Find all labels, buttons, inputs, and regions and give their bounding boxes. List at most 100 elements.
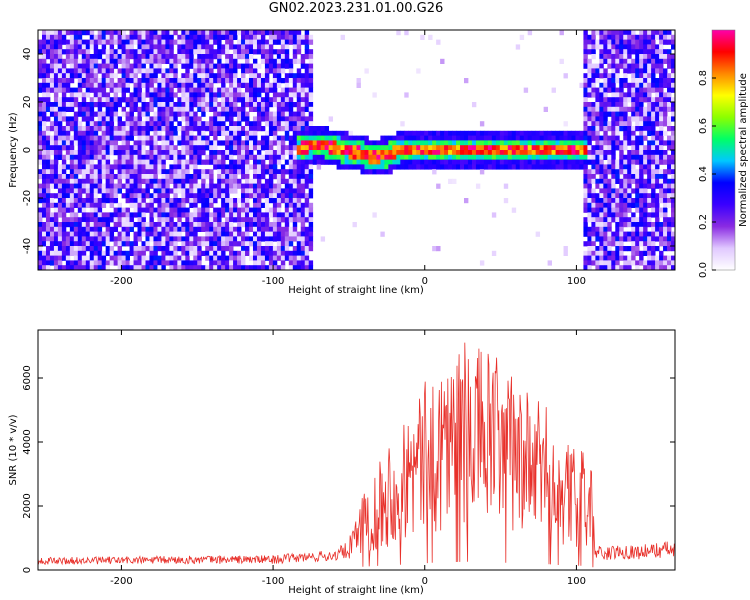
heatmap-cell [487, 164, 493, 170]
heatmap-cell [300, 34, 306, 40]
heatmap-cell [667, 135, 672, 141]
heatmap-cell [109, 111, 115, 117]
heatmap-cell [41, 106, 47, 112]
heatmap-cell [229, 130, 234, 136]
heatmap-cell [181, 44, 186, 50]
heatmap-cell [635, 121, 640, 127]
heatmap-cell [340, 130, 345, 136]
heatmap-cell [137, 188, 142, 194]
heatmap-cell [209, 92, 214, 98]
heatmap-cell [611, 236, 616, 242]
heatmap-cell [145, 140, 150, 146]
heatmap-cell [73, 111, 79, 117]
heatmap-cell [53, 106, 59, 112]
heatmap-cell [77, 226, 83, 232]
heatmap-cell [225, 231, 230, 237]
heatmap-cell [256, 82, 262, 88]
heatmap-cell [125, 130, 130, 136]
heatmap-cell [185, 231, 190, 237]
heatmap-cell [268, 236, 274, 242]
heatmap-cell [89, 217, 95, 223]
heatmap-cell [89, 246, 95, 252]
heatmap-cell [272, 174, 278, 180]
heatmap-cell [491, 135, 497, 141]
heatmap-cell [77, 159, 83, 165]
heatmap-cell [300, 135, 306, 141]
heatmap-cell [137, 49, 142, 55]
heatmap-cell [81, 68, 87, 74]
heatmap-cell [229, 82, 234, 88]
heatmap-cell [205, 97, 210, 103]
heatmap-cell [627, 260, 632, 266]
heatmap-cell [523, 159, 529, 165]
heatmap-cell [97, 260, 103, 266]
heatmap-cell [189, 231, 194, 237]
heatmap-cell [503, 198, 509, 204]
heatmap-cell [396, 159, 401, 165]
heatmap-cell [153, 63, 158, 69]
heatmap-cell [185, 174, 190, 180]
heatmap-cell [121, 207, 126, 213]
heatmap-cell [583, 92, 588, 98]
heatmap-cell [619, 154, 624, 160]
heatmap-cell [141, 111, 146, 117]
heatmap-cell [217, 241, 222, 247]
heatmap-cell [97, 178, 103, 184]
heatmap-cell [328, 145, 334, 151]
heatmap-cell [185, 265, 190, 270]
heatmap-cell [121, 92, 126, 98]
heatmap-cell [229, 188, 234, 194]
heatmap-cell [531, 140, 537, 146]
heatmap-cell [475, 130, 481, 136]
heatmap-cell [643, 63, 648, 69]
colorbar-tick-label: 0.0 [698, 262, 709, 278]
heatmap-cell [173, 111, 178, 117]
heatmap-cell [463, 159, 469, 165]
heatmap-cell [85, 174, 91, 180]
heatmap-cell [607, 159, 612, 165]
spectrogram-x-label: Height of straight line (km) [288, 285, 424, 296]
heatmap-cell [217, 183, 222, 189]
heatmap-cell [241, 231, 246, 237]
heatmap-cell [189, 265, 194, 270]
heatmap-cell [153, 154, 158, 160]
heatmap-cell [161, 34, 166, 40]
heatmap-cell [81, 135, 87, 141]
heatmap-cell [201, 34, 206, 40]
heatmap-cell [631, 102, 636, 108]
heatmap-cell [619, 246, 624, 252]
heatmap-cell [225, 87, 230, 93]
heatmap-cell [225, 246, 230, 252]
heatmap-cell [229, 92, 234, 98]
heatmap-cell [276, 30, 282, 36]
heatmap-cell [647, 231, 652, 237]
heatmap-cell [619, 198, 624, 204]
heatmap-cell [213, 246, 218, 252]
heatmap-cell [519, 130, 525, 136]
heatmap-cell [153, 246, 158, 252]
heatmap-cell [45, 265, 51, 270]
heatmap-cell [344, 145, 349, 151]
heatmap-cell [268, 140, 274, 146]
heatmap-cell [647, 164, 652, 170]
heatmap-cell [105, 236, 111, 242]
heatmap-cell [125, 154, 130, 160]
heatmap-cell [241, 39, 246, 45]
heatmap-cell [53, 49, 59, 55]
heatmap-cell [49, 54, 55, 60]
heatmap-cell [272, 193, 278, 199]
heatmap-cell [583, 39, 588, 45]
heatmap-cell [141, 106, 146, 112]
heatmap-cell [81, 226, 87, 232]
heatmap-cell [519, 140, 525, 146]
heatmap-cell [241, 140, 246, 146]
heatmap-cell [217, 73, 222, 79]
heatmap-cell [169, 236, 174, 242]
heatmap-cell [631, 140, 636, 146]
heatmap-cell [221, 236, 226, 242]
heatmap-cell [245, 54, 250, 60]
heatmap-cell [663, 188, 668, 194]
heatmap-cell [197, 130, 202, 136]
heatmap-cell [189, 159, 194, 165]
heatmap-cell [197, 226, 202, 232]
